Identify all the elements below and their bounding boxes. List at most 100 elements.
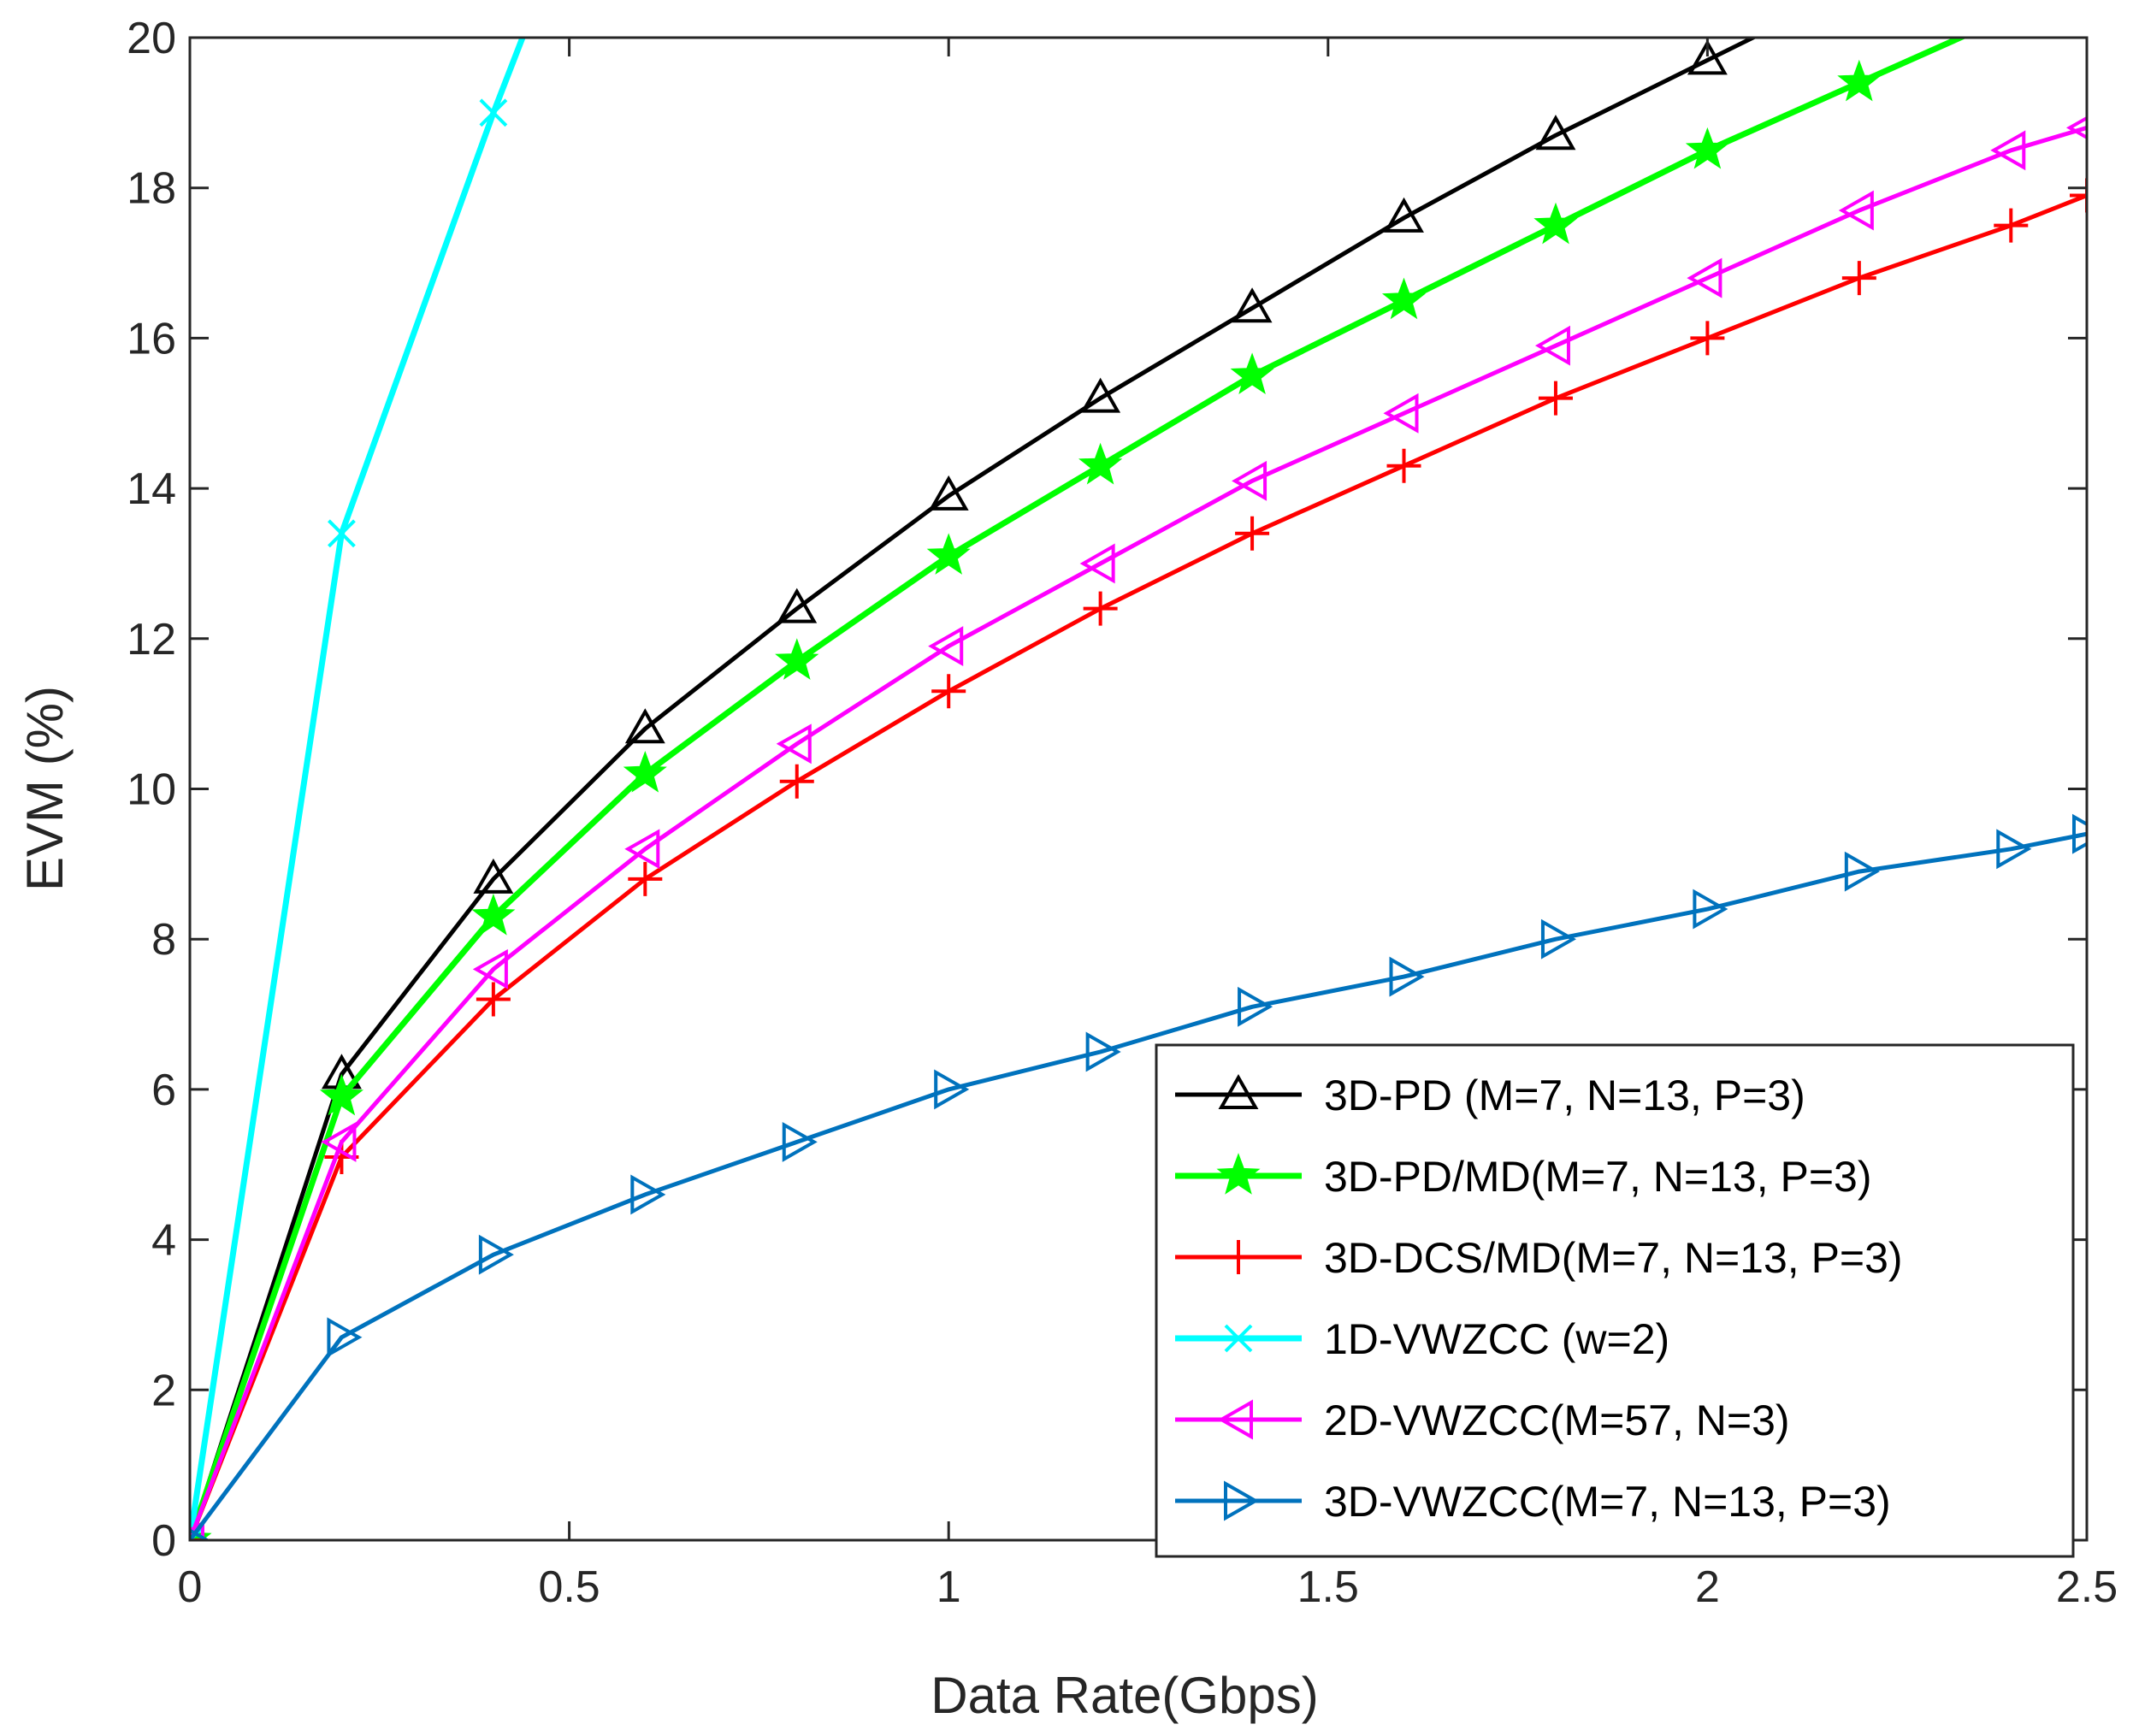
data-point: [321, 1121, 357, 1162]
data-point: [1844, 851, 1880, 892]
y-tick-label: 12: [127, 615, 176, 664]
legend-marker: [1224, 1324, 1253, 1353]
series-line: [190, 38, 1758, 1540]
y-tick-label: 20: [127, 14, 176, 63]
data-point: [1381, 277, 1427, 320]
tick-layer: 0 0.5 1 1.5 2 2.5 0 2 4 6 8 10 12 14 16 18 20: [127, 14, 2118, 1612]
data-point: [1685, 127, 1729, 169]
data-point: [1990, 130, 2026, 171]
y-tick-label: 18: [127, 164, 176, 214]
legend-label: 3D-VWZCC(M=7, N=13, P=3): [1324, 1478, 1891, 1526]
data-point: [479, 98, 508, 127]
data-point: [2065, 115, 2087, 140]
data-point: [1540, 918, 1576, 960]
data-point: [1693, 889, 1728, 930]
data-point: [328, 519, 356, 548]
data-point: [630, 1174, 666, 1215]
x-tick-label: 1: [937, 1562, 961, 1612]
series-line: [190, 831, 2087, 1540]
data-point: [1838, 190, 1874, 231]
y-tick-label: 16: [127, 314, 176, 363]
series-2: [190, 38, 1968, 1540]
y-tick-label: 10: [127, 765, 176, 815]
data-point: [624, 708, 665, 744]
data-point: [1687, 257, 1722, 298]
series-line: [190, 38, 526, 1540]
data-point: [1083, 591, 1118, 626]
data-point: [623, 751, 667, 793]
data-point: [1386, 448, 1421, 483]
data-point: [327, 1317, 363, 1358]
legend-label: 1D-VWZCC (w=2): [1324, 1315, 1669, 1363]
legend-label: 3D-PD (M=7, N=13, P=3): [1324, 1072, 1805, 1119]
data-point: [1383, 393, 1419, 434]
data-point: [934, 1069, 970, 1110]
series-line: [190, 193, 2087, 1540]
data-point: [1538, 381, 1573, 416]
data-point: [1079, 543, 1115, 584]
data-point: [1384, 197, 1424, 233]
data-point: [473, 858, 514, 894]
legend-marker: [1224, 1480, 1260, 1521]
data-point: [1535, 115, 1576, 151]
data-point: [624, 829, 660, 870]
data-point: [1232, 460, 1267, 501]
legend-item: 1D-VWZCC (w=2): [1175, 1315, 1669, 1363]
data-point: [1230, 352, 1274, 395]
data-point: [472, 948, 508, 989]
legend-label: 2D-VWZCC(M=57, N=3): [1324, 1396, 1790, 1444]
data-point: [628, 861, 663, 896]
legend-marker: [1218, 1073, 1259, 1109]
legend-marker: [1216, 1153, 1261, 1195]
data-point: [1841, 261, 1876, 296]
y-tick-label: 8: [151, 915, 176, 965]
legend-box: [1155, 1043, 2075, 1558]
x-tick-label: 2: [1695, 1562, 1720, 1612]
series-1: [190, 38, 1758, 1540]
data-point: [471, 893, 516, 936]
data-point: [319, 1073, 364, 1116]
data-point: [2072, 813, 2087, 854]
x-tick-label: 2.5: [2056, 1562, 2118, 1612]
y-tick-label: 0: [151, 1516, 176, 1566]
legend-marker: [1217, 1399, 1253, 1440]
series-5: [190, 115, 2087, 1540]
data-point: [779, 764, 814, 799]
data-point: [1078, 442, 1123, 485]
data-point: [1389, 956, 1425, 997]
data-point: [190, 1528, 211, 1540]
series-6: [190, 813, 2087, 1540]
series-3: [190, 178, 2087, 1540]
data-point: [782, 1121, 818, 1162]
legend-marker: [1221, 1240, 1256, 1274]
series-layer: [190, 38, 2087, 1540]
data-point: [2070, 178, 2087, 213]
data-point: [1687, 39, 1728, 75]
data-point: [476, 982, 511, 1017]
x-tick-label: 0.5: [538, 1562, 600, 1612]
data-point: [1837, 59, 1882, 102]
data-point: [1080, 377, 1121, 413]
data-point: [1996, 829, 2032, 870]
data-point: [1690, 321, 1725, 356]
y-tick-label: 2: [151, 1366, 176, 1415]
data-point: [1994, 208, 2029, 243]
legend-item: 3D-VWZCC(M=7, N=13, P=3): [1175, 1478, 1891, 1526]
x-axis-label: Data Rate(Gbps): [931, 1667, 1319, 1724]
y-tick-label: 14: [127, 464, 176, 514]
data-point: [1085, 1031, 1121, 1072]
data-point: [478, 1234, 514, 1275]
legend-label: 3D-DCS/MD(M=7, N=13, P=3): [1324, 1234, 1903, 1282]
legend-item: 2D-VWZCC(M=57, N=3): [1175, 1396, 1790, 1444]
legend-item: 3D-PD/MD(M=7, N=13, P=3): [1175, 1153, 1871, 1201]
data-point: [1533, 202, 1578, 245]
y-axis-label: EVM (%): [16, 686, 74, 891]
legend-item: 3D-DCS/MD(M=7, N=13, P=3): [1175, 1234, 1903, 1282]
x-tick-label: 1.5: [1297, 1562, 1359, 1612]
data-point: [928, 626, 964, 667]
legend: 3D-PD (M=7, N=13, P=3) 3D-PD/MD(M=7, N=13…: [1155, 1043, 2075, 1558]
legend-item: 3D-PD (M=7, N=13, P=3): [1175, 1072, 1805, 1119]
series-line: [190, 126, 2087, 1540]
y-tick-label: 6: [151, 1066, 176, 1115]
